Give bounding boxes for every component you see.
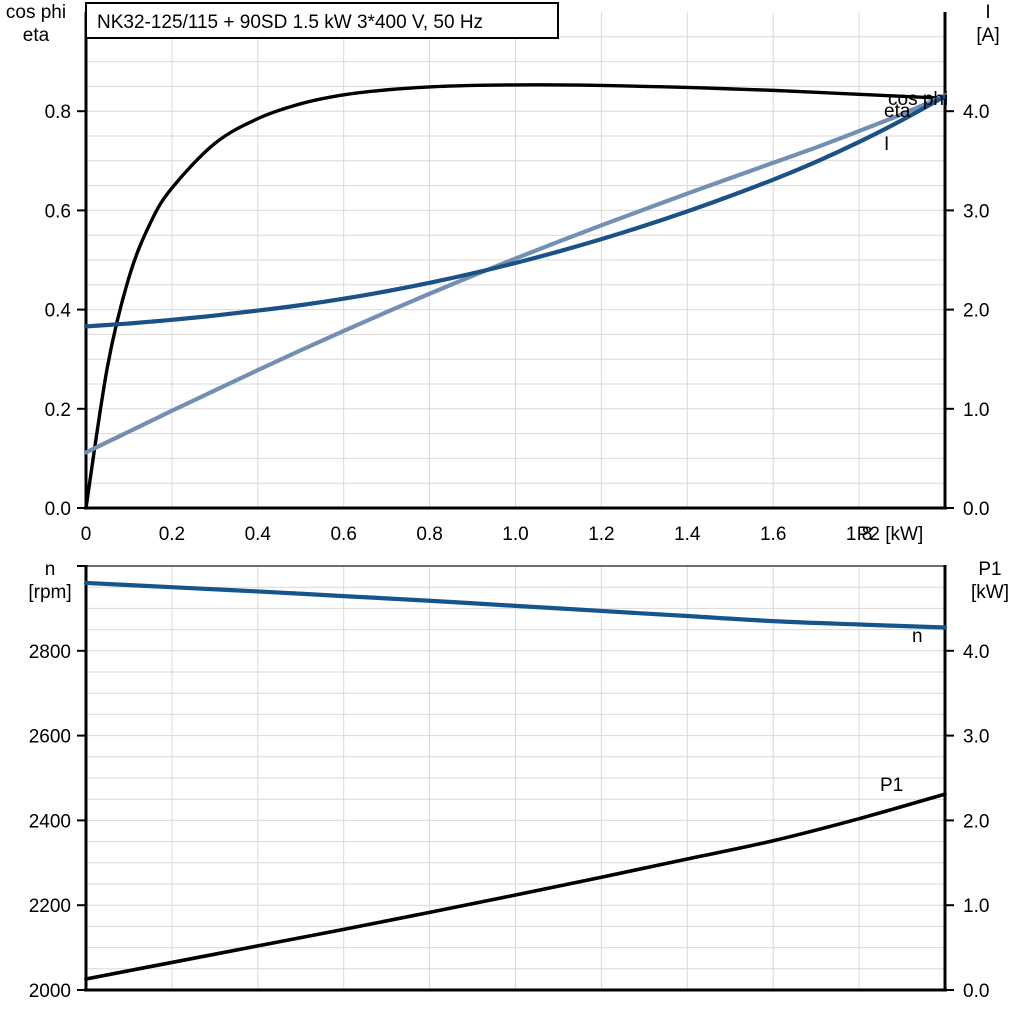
tick-label: 2.0 bbox=[963, 301, 989, 322]
tick-label: 2.0 bbox=[963, 811, 989, 832]
current-curve bbox=[83, 94, 948, 329]
tick-label: 3.0 bbox=[963, 727, 989, 748]
chart-title: NK32-125/115 + 90SD 1.5 kW 3*400 V, 50 H… bbox=[97, 12, 483, 33]
tick-label: 0.8 bbox=[416, 524, 442, 545]
top-right-axis-label-current: I bbox=[985, 2, 990, 23]
bottom-left-axis-label-n: n bbox=[45, 559, 56, 580]
bottom-chart-svg: n [rpm] P1 [kW] 2000 2200 2400 2600 2800 0.0… bbox=[28, 559, 1009, 1002]
tick-label: 0.6 bbox=[330, 524, 356, 545]
bottom-right-axis-label-unit: [kW] bbox=[971, 582, 1009, 603]
tick-label: 1.6 bbox=[760, 524, 786, 545]
bottom-tick-marks bbox=[77, 565, 954, 991]
top-left-axis-label-cosphi: cos phi bbox=[6, 2, 66, 23]
bottom-chart-panel: n [rpm] P1 [kW] 2000 2200 2400 2600 2800 0.0… bbox=[0, 548, 1024, 1024]
tick-label: 1.0 bbox=[502, 524, 528, 545]
tick-label: 0.2 bbox=[45, 400, 71, 421]
top-x-tick-labels: 0 0.2 0.4 0.6 0.8 1.0 1.2 1.4 1.6 1.8 bbox=[81, 524, 873, 545]
tick-label: 0.8 bbox=[45, 102, 71, 123]
tick-label: 0.6 bbox=[45, 201, 71, 222]
top-tick-marks bbox=[77, 110, 954, 509]
tick-label: 0.4 bbox=[45, 301, 72, 322]
tick-label: 0.0 bbox=[963, 499, 989, 520]
current-curve-label: I bbox=[884, 134, 889, 155]
speed-curve-label: n bbox=[912, 626, 923, 647]
p1-curve-label: P1 bbox=[880, 775, 903, 796]
tick-label: 0.2 bbox=[159, 524, 185, 545]
tick-label: 0.0 bbox=[45, 499, 71, 520]
tick-label: 1.0 bbox=[963, 400, 989, 421]
top-right-tick-labels: 0.0 1.0 2.0 3.0 4.0 bbox=[963, 102, 989, 520]
tick-label: 1.0 bbox=[963, 896, 989, 917]
tick-label: 2200 bbox=[29, 896, 71, 917]
top-right-axis-label-unit: [A] bbox=[976, 25, 999, 46]
p1-curve bbox=[84, 792, 947, 981]
tick-label: 1.4 bbox=[674, 524, 701, 545]
tick-label: 4.0 bbox=[963, 102, 989, 123]
tick-label: 1.8 bbox=[846, 524, 872, 545]
top-chart-svg: cos phi eta I [A] 0.0 0.2 0.4 0.6 0.8 0.0 1.0… bbox=[6, 2, 1000, 545]
tick-label: 1.2 bbox=[588, 524, 614, 545]
bottom-left-axis-label-unit: [rpm] bbox=[28, 582, 71, 603]
top-chart-panel: cos phi eta I [A] 0.0 0.2 0.4 0.6 0.8 0.0 1.0… bbox=[6, 2, 1000, 545]
top-grid-vertical bbox=[171, 12, 860, 508]
tick-label: 2800 bbox=[29, 642, 71, 663]
tick-label: 0 bbox=[81, 524, 92, 545]
cos-phi-curve-label: cos phi bbox=[888, 89, 948, 110]
tick-label: 3.0 bbox=[963, 201, 989, 222]
tick-label: 0.4 bbox=[245, 524, 272, 545]
eta-curve bbox=[84, 83, 947, 510]
eta-curve-label: eta bbox=[884, 101, 911, 122]
cos-phi-curve bbox=[83, 93, 948, 455]
top-left-tick-labels: 0.0 0.2 0.4 0.6 0.8 bbox=[45, 102, 72, 520]
title-box bbox=[85, 2, 559, 39]
speed-curve bbox=[83, 580, 948, 630]
bottom-grid-vertical bbox=[171, 566, 860, 990]
bottom-left-tick-labels: 2000 2200 2400 2600 2800 bbox=[29, 642, 71, 1002]
tick-label: 4.0 bbox=[963, 642, 989, 663]
tick-label: 2600 bbox=[29, 727, 71, 748]
top-left-axis-label-eta: eta bbox=[23, 25, 50, 46]
tick-label: 2400 bbox=[29, 811, 71, 832]
x-axis-label: P2 [kW] bbox=[857, 524, 924, 545]
bottom-right-tick-labels: 0.0 1.0 2.0 3.0 4.0 bbox=[963, 642, 989, 1002]
bottom-right-axis-label-p1: P1 bbox=[978, 559, 1001, 580]
tick-label: 0.0 bbox=[963, 981, 989, 1002]
tick-label: 2000 bbox=[29, 981, 71, 1002]
